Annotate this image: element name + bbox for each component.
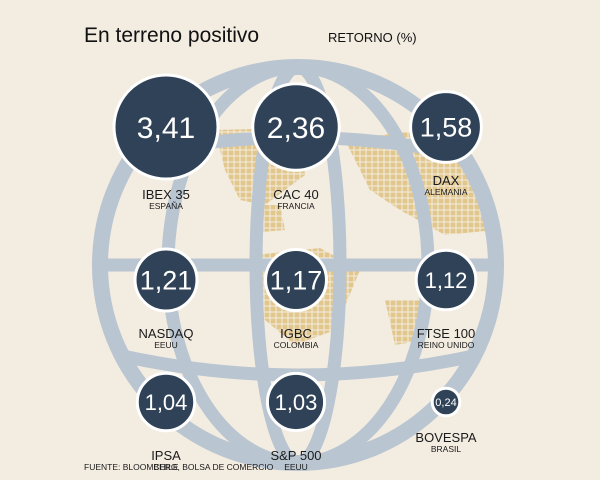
index-name-6: FTSE 100 [417, 326, 476, 341]
bubble-value-5: 1,17 [270, 266, 323, 296]
bubble-8 [265, 371, 327, 433]
bubble-5 [264, 248, 328, 312]
bubble-value-9: 0,24 [435, 397, 456, 409]
index-country-1: ESPAÑA [149, 201, 183, 211]
bubble-value-4: 1,21 [140, 266, 193, 296]
index-name-1: IBEX 35 [142, 187, 190, 202]
index-country-5: COLOMBIA [274, 340, 319, 350]
bubble-value-2: 2,36 [267, 112, 325, 145]
chart-subtitle: RETORNO (%) [328, 30, 417, 45]
bubble-6 [414, 248, 478, 312]
source-note: FUENTE: BLOOMBERG, BOLSA DE COMERCIO [84, 462, 274, 472]
bubble-value-8: 1,03 [275, 390, 318, 415]
index-country-6: REINO UNIDO [418, 340, 475, 350]
index-country-4: EEUU [154, 340, 178, 350]
bubble-value-3: 1,58 [420, 113, 473, 143]
index-name-8: S&P 500 [270, 448, 321, 463]
index-country-7: CHILE [153, 462, 178, 472]
index-name-5: IGBC [280, 326, 312, 341]
index-name-9: BOVESPA [415, 430, 477, 445]
bubble-1 [112, 73, 220, 181]
bubble-2 [251, 82, 341, 172]
index-name-4: NASDAQ [139, 326, 194, 341]
index-country-9: BRASIL [431, 444, 462, 454]
bubble-3 [409, 90, 483, 164]
bubble-4 [133, 247, 199, 313]
index-name-3: DAX [433, 173, 460, 188]
bubble-7 [135, 371, 197, 433]
index-name-7: IPSA [151, 448, 181, 463]
bubble-9 [430, 386, 462, 418]
chart-title: En terreno positivo [84, 24, 259, 47]
index-name-2: CAC 40 [273, 187, 319, 202]
bubble-value-6: 1,12 [425, 268, 468, 293]
bubble-value-1: 3,41 [137, 112, 195, 145]
index-country-2: FRANCIA [277, 201, 315, 211]
bubble-value-7: 1,04 [145, 390, 188, 415]
index-country-8: EEUU [284, 462, 308, 472]
index-country-3: ALEMANIA [425, 187, 468, 197]
